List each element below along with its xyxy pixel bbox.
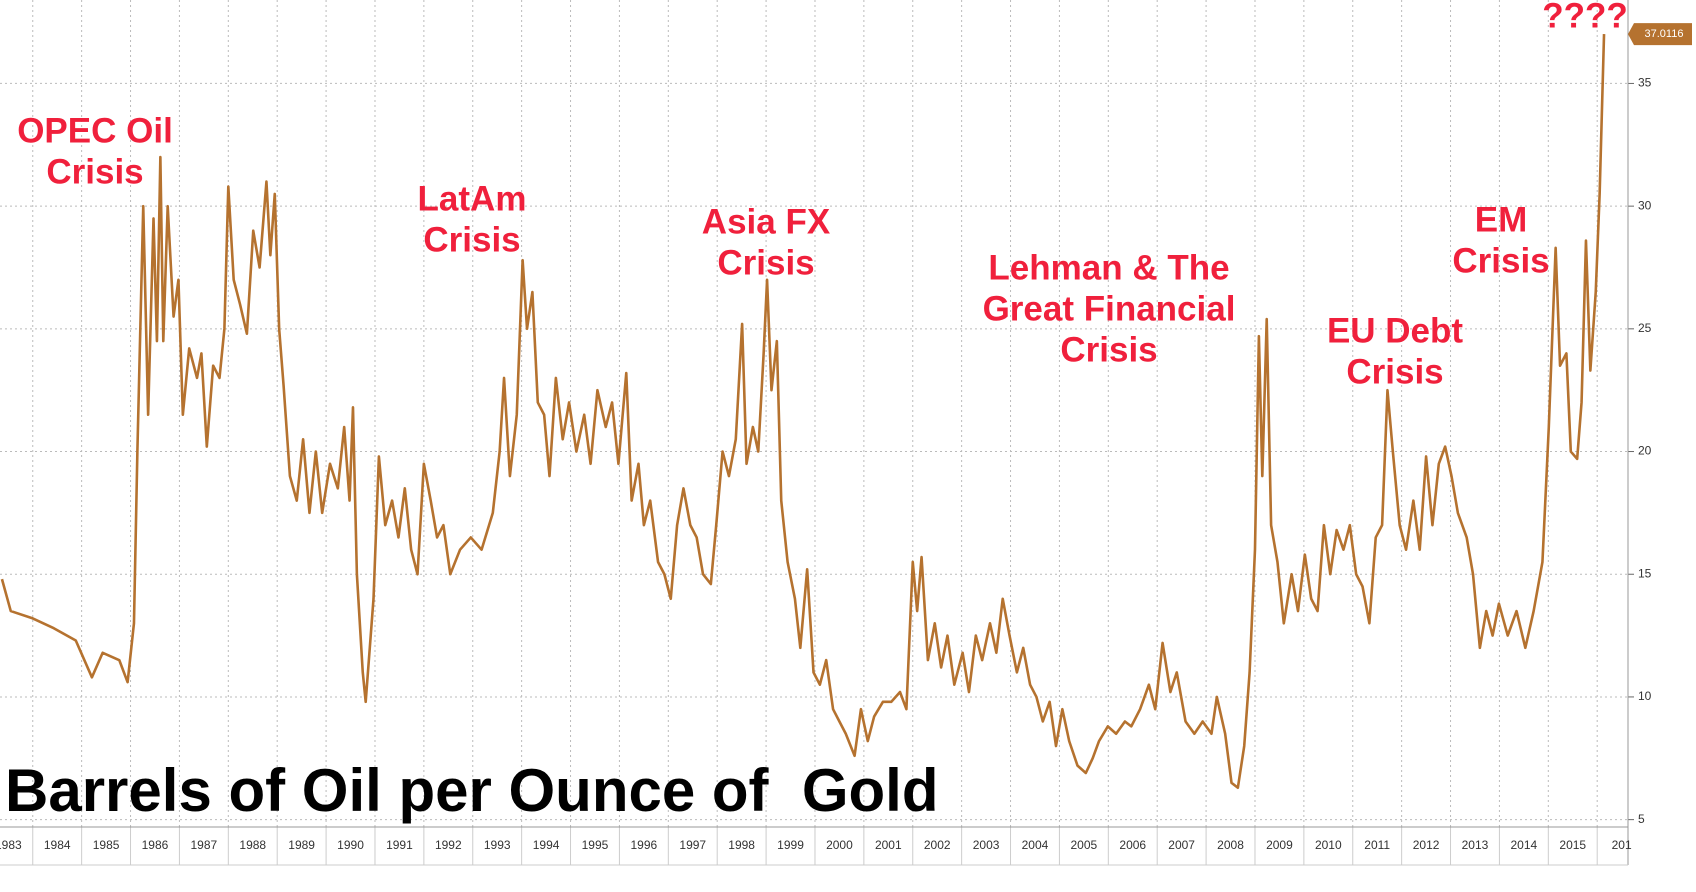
annotation: Asia FX	[702, 202, 831, 241]
x-tick-label: 2014	[1511, 838, 1538, 852]
x-tick-label: 2004	[1022, 838, 1049, 852]
x-tick-label: 1995	[582, 838, 609, 852]
x-tick-label: 1993	[484, 838, 511, 852]
x-tick-label: 1996	[631, 838, 658, 852]
annotation: LatAm	[418, 179, 527, 218]
last-value-label: 37.0116	[1645, 28, 1684, 40]
annotation: Crisis	[46, 152, 143, 191]
x-tick-label: 1985	[93, 838, 120, 852]
x-tick-label: 2000	[826, 838, 853, 852]
annotation: Crisis	[717, 243, 814, 282]
x-tick-label: 1989	[288, 838, 315, 852]
plot-area	[0, 34, 1606, 790]
x-tick-label: 2013	[1462, 838, 1489, 852]
x-tick-label: 2002	[924, 838, 951, 852]
y-tick-label: 15	[1638, 566, 1652, 580]
annotation: EU Debt	[1327, 311, 1463, 350]
grid	[0, 0, 1634, 865]
x-tick-label: 1990	[337, 838, 364, 852]
annotation: Crisis	[1060, 330, 1157, 369]
chart-title: Barrels of Oil per Ounce of Gold	[5, 757, 939, 824]
x-tick-label: 1984	[44, 838, 71, 852]
y-tick-label: 10	[1638, 689, 1652, 703]
annotation: ????	[1542, 0, 1628, 35]
y-tick-label: 35	[1638, 76, 1652, 90]
y-tick-label: 30	[1638, 198, 1652, 212]
x-tick-label: 1999	[777, 838, 804, 852]
x-tick-label: 2003	[973, 838, 1000, 852]
y-tick-label: 5	[1638, 812, 1645, 826]
x-tick-label: 2008	[1217, 838, 1244, 852]
y-tick-label: 25	[1638, 321, 1652, 335]
x-tick-label: 2009	[1266, 838, 1293, 852]
x-tick-label: 2006	[1119, 838, 1146, 852]
y-tick-label: 20	[1638, 444, 1652, 458]
x-tick-label: 1992	[435, 838, 462, 852]
annotation: Crisis	[1452, 241, 1549, 280]
labels: 1983 1984 1985 1986 1987 1988 1989 1990 1991 1992…	[0, 0, 1692, 852]
x-tick-label: 2015	[1559, 838, 1586, 852]
x-tick-label: 2010	[1315, 838, 1342, 852]
x-tick-label: 1991	[386, 838, 413, 852]
x-tick-label: 1997	[679, 838, 706, 852]
x-tick-label: 1994	[533, 838, 560, 852]
annotation: OPEC Oil	[17, 111, 173, 150]
annotation: Crisis	[423, 220, 520, 259]
x-tick-label: 1988	[239, 838, 266, 852]
x-tick-label: 1986	[142, 838, 169, 852]
x-tick-label: 2012	[1413, 838, 1440, 852]
annotation: Lehman & The	[988, 248, 1229, 287]
x-tick-label: 1998	[728, 838, 755, 852]
x-tick-label: 1987	[191, 838, 218, 852]
x-tick-label: 2011	[1364, 838, 1390, 852]
x-tick-label: 2007	[1168, 838, 1195, 852]
annotation: Great Financial	[983, 289, 1236, 328]
annotation: Crisis	[1346, 352, 1443, 391]
data-line	[0, 34, 1606, 790]
x-tick-label: 2001	[875, 838, 902, 852]
last-value-tag	[1628, 23, 1692, 46]
x-tick-label: 201	[1612, 838, 1632, 852]
x-tick-label: 2005	[1071, 838, 1098, 852]
annotation: EM	[1475, 200, 1528, 239]
x-tick-label: 1983	[0, 838, 22, 852]
axes	[0, 0, 1629, 866]
